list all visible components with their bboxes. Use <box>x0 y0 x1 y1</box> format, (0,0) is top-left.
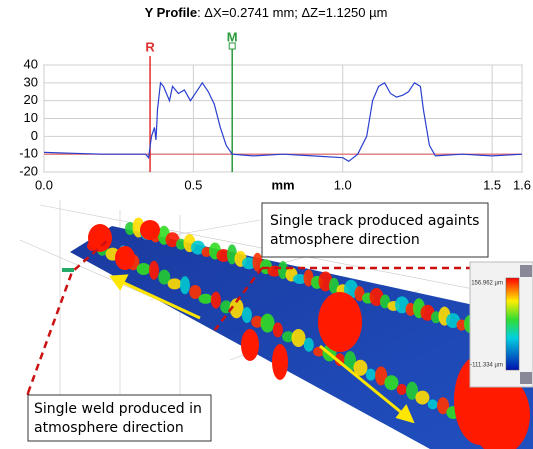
peak <box>273 322 283 337</box>
peak <box>272 344 288 380</box>
y-tick-label: -10 <box>19 146 38 161</box>
colorbar-button[interactable] <box>520 265 532 277</box>
peak <box>115 246 135 270</box>
peak <box>211 292 221 309</box>
title-main: Y Profile <box>145 5 198 20</box>
peak <box>415 391 429 405</box>
peak <box>304 338 314 352</box>
x-tick-label: 1.5 <box>483 177 501 192</box>
cursor-label: M <box>227 29 238 44</box>
y-tick-label: -20 <box>19 163 38 178</box>
peak <box>261 314 275 333</box>
x-axis-label: mm <box>271 177 294 192</box>
cursor-label: R <box>145 39 155 54</box>
x-tick-label: 0.5 <box>184 177 202 192</box>
peak <box>397 384 407 395</box>
y-tick-label: 30 <box>24 74 38 89</box>
colorbar-min: -111.334 µm <box>470 363 503 369</box>
profile-plot: -20 -10 0 10 20 30 40 0.0 0.5 1.0 1.5 1.6 mm R M <box>19 29 531 192</box>
peak <box>384 375 398 390</box>
peak <box>242 307 252 323</box>
colorbar-max: 156.962 µm <box>471 281 503 287</box>
y-tick-label: 20 <box>24 92 38 107</box>
x-tick-label: 1.0 <box>334 177 352 192</box>
annotation-line: atmosphere direction <box>34 420 184 436</box>
cursor-handle <box>229 43 235 49</box>
peak <box>241 329 259 361</box>
y-tick-label: 10 <box>24 110 38 125</box>
peak <box>366 369 376 381</box>
annotation-line: Single weld produced in <box>34 401 202 417</box>
colorbar <box>506 278 519 370</box>
annotation-box <box>262 203 488 257</box>
surface-render: 156.962 µm -111.334 µm Single track prod… <box>20 200 533 449</box>
peak <box>180 276 190 294</box>
peak <box>88 224 112 252</box>
surface-edge <box>62 268 74 272</box>
peak <box>292 329 306 347</box>
annotation-line: atmosphere direction <box>270 232 420 248</box>
figure: Y Profile: ΔX=0.2741 mm; ΔZ=1.1250 µm -2… <box>0 0 533 449</box>
peak <box>199 294 213 304</box>
chart-title: Y Profile: ΔX=0.2741 mm; ΔZ=1.1250 µm <box>145 5 388 20</box>
peak <box>149 261 159 280</box>
peak <box>168 278 182 289</box>
peak <box>137 263 151 275</box>
peak <box>140 220 160 240</box>
y-tick-label: 0 <box>31 128 38 143</box>
title-detail: : ΔX=0.2741 mm; ΔZ=1.1250 µm <box>197 5 387 20</box>
y-tick-label: 40 <box>24 56 38 71</box>
x-tick-label: 0.0 <box>35 177 53 192</box>
x-tick-label: 1.6 <box>513 177 531 192</box>
colorbar-button[interactable] <box>520 372 532 384</box>
annotation-line: Single track produced againts <box>270 213 479 229</box>
peak <box>428 399 438 409</box>
peak <box>318 292 362 352</box>
